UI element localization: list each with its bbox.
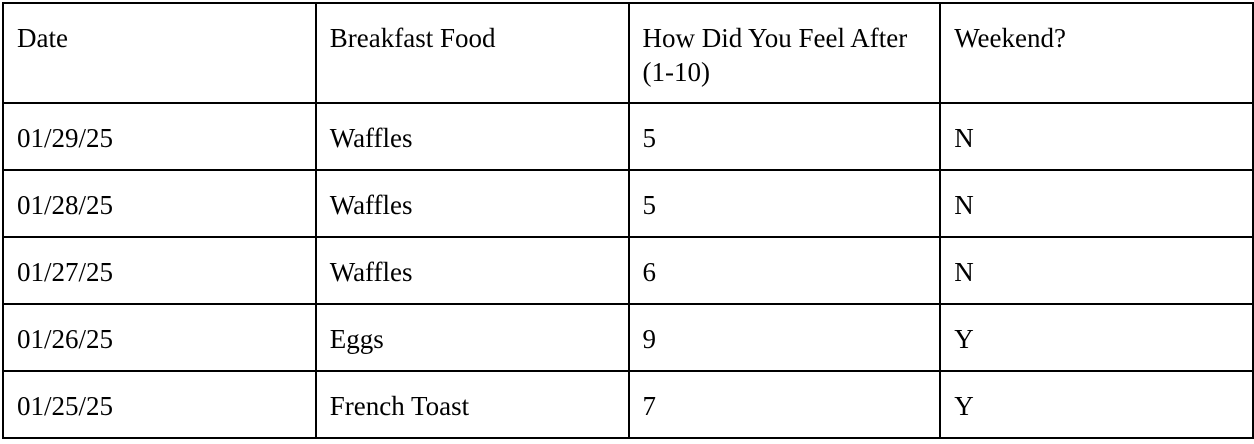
table-row: 01/28/25 Waffles 5 N	[2, 169, 1254, 238]
cell-date[interactable]: 01/29/25	[2, 102, 317, 171]
table-row: 01/29/25 Waffles 5 N	[2, 102, 1254, 171]
cell-breakfast-food[interactable]: Waffles	[314, 169, 630, 238]
cell-breakfast-food[interactable]: Eggs	[314, 303, 630, 372]
cell-breakfast-food[interactable]: French Toast	[314, 370, 630, 439]
cell-date[interactable]: 01/25/25	[2, 370, 317, 439]
cell-weekend[interactable]: Y	[939, 370, 1254, 439]
cell-weekend[interactable]: Y	[939, 303, 1254, 372]
cell-weekend[interactable]: N	[939, 169, 1254, 238]
cell-feeling[interactable]: 6	[627, 236, 942, 305]
cell-date[interactable]: 01/27/25	[2, 236, 317, 305]
cell-feeling[interactable]: 9	[627, 303, 942, 372]
header-breakfast-food[interactable]: Breakfast Food	[314, 2, 630, 104]
cell-feeling[interactable]: 5	[627, 102, 942, 171]
table-row: 01/25/25 French Toast 7 Y	[2, 370, 1254, 439]
cell-feeling[interactable]: 7	[627, 370, 942, 439]
table-row: 01/26/25 Eggs 9 Y	[2, 303, 1254, 372]
cell-breakfast-food[interactable]: Waffles	[314, 102, 630, 171]
header-date[interactable]: Date	[2, 2, 317, 104]
table-row: 01/27/25 Waffles 6 N	[2, 236, 1254, 305]
cell-weekend[interactable]: N	[939, 102, 1254, 171]
cell-feeling[interactable]: 5	[627, 169, 942, 238]
cell-date[interactable]: 01/28/25	[2, 169, 317, 238]
cell-breakfast-food[interactable]: Waffles	[314, 236, 630, 305]
header-how-did-you-feel[interactable]: How Did You Feel After (1-10)	[627, 2, 942, 104]
header-weekend[interactable]: Weekend?	[939, 2, 1254, 104]
cell-weekend[interactable]: N	[939, 236, 1254, 305]
cell-date[interactable]: 01/26/25	[2, 303, 317, 372]
table-header-row: Date Breakfast Food How Did You Feel Aft…	[2, 2, 1254, 104]
